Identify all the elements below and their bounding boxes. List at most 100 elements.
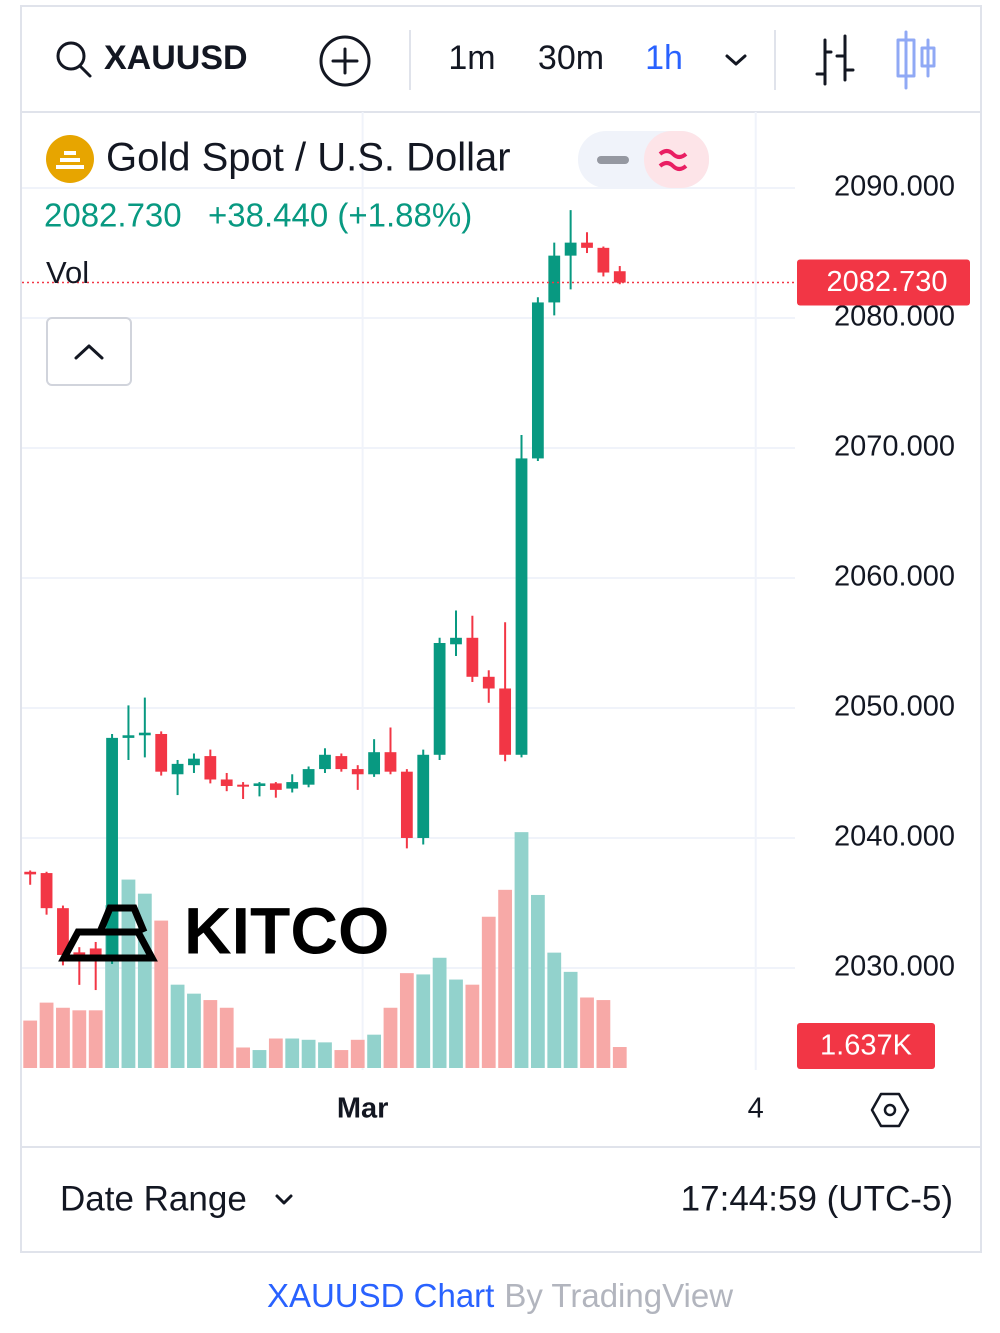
y-tick-label: 2060.000 <box>834 561 955 593</box>
footer: XAUUSD Chart By TradingView <box>267 1277 733 1314</box>
date-range[interactable]: Date Range <box>60 1179 247 1218</box>
volume-bar <box>170 984 185 1068</box>
candle-body <box>515 458 528 755</box>
candle-body <box>302 769 315 785</box>
candle-body <box>597 247 610 273</box>
volume-bar <box>121 879 136 1068</box>
candle-body <box>269 783 282 790</box>
candle-body <box>253 783 266 786</box>
candle-body <box>613 271 626 283</box>
collapse-icon <box>74 344 104 360</box>
candle-body <box>106 737 118 961</box>
volume-bar <box>88 1010 103 1068</box>
last-price-label: 2082.730 <box>827 266 948 298</box>
candle-body <box>155 733 168 772</box>
candle-body <box>335 756 348 770</box>
volume-bar <box>236 1047 250 1068</box>
candle-body <box>450 637 462 645</box>
volume-bar <box>350 1039 365 1068</box>
volume-bar <box>530 894 545 1068</box>
volume-bar <box>416 974 431 1068</box>
volume-bar <box>580 997 594 1068</box>
symbol[interactable]: XAUUSD <box>104 39 248 77</box>
candle-body <box>171 763 184 775</box>
search-icon <box>78 64 92 78</box>
candle-body <box>417 754 430 838</box>
volume-bar <box>23 1020 38 1068</box>
candle-body <box>466 637 479 677</box>
settings-icon[interactable] <box>870 1092 910 1128</box>
volume-bar <box>498 889 513 1068</box>
candle-body <box>433 642 446 755</box>
volume-bar <box>596 1000 611 1068</box>
candle-body <box>24 871 37 875</box>
candle-body <box>204 756 217 780</box>
instrument-name: Gold Spot / U.S. Dollar <box>106 136 511 180</box>
interval[interactable]: 30m <box>538 39 604 77</box>
candle-body <box>220 779 233 786</box>
candle-body <box>564 242 577 256</box>
candle-body <box>400 771 413 838</box>
dropdown-icon[interactable] <box>725 54 747 66</box>
y-tick-label: 2040.000 <box>834 821 955 853</box>
last-price: 2082.730 <box>44 197 182 234</box>
interval[interactable]: 1m <box>448 39 495 77</box>
candle-body <box>57 908 69 955</box>
add-icon <box>331 47 359 75</box>
volume-bar <box>72 1010 87 1068</box>
volume-bar <box>383 1007 398 1068</box>
candle-body <box>548 255 561 303</box>
candle-body <box>138 732 151 736</box>
collapse-button[interactable] <box>46 317 132 386</box>
y-tick-label: 2050.000 <box>834 691 955 723</box>
volume-bar <box>39 1002 54 1068</box>
toggle-icon <box>658 149 688 171</box>
footer-by: By TradingView <box>504 1277 733 1314</box>
candle-body <box>581 242 593 248</box>
volume-bar <box>318 1042 332 1068</box>
candles-icon[interactable] <box>896 30 936 90</box>
footer-link[interactable]: XAUUSD Chart <box>267 1277 494 1314</box>
bars-icon[interactable] <box>815 34 855 86</box>
settings-icon <box>883 1103 897 1117</box>
volume-bar <box>367 1034 382 1068</box>
volume-last-box <box>797 1023 935 1069</box>
toggle-active[interactable] <box>644 131 709 188</box>
candle-body <box>482 676 495 689</box>
volume-bar <box>465 984 480 1068</box>
clock: 17:44:59 (UTC-5) <box>681 1179 953 1218</box>
volume-bar <box>514 832 529 1068</box>
volume-last-label: 1.637K <box>820 1030 913 1062</box>
y-tick-label: 2080.000 <box>834 301 955 333</box>
volume-bar <box>449 979 463 1068</box>
candle-body <box>319 754 331 770</box>
volume-bar <box>252 1050 267 1068</box>
volume-legend: Vol <box>46 255 89 290</box>
candle-body <box>286 782 299 789</box>
x-tick-label: 4 <box>748 1093 764 1125</box>
y-tick-label: 2030.000 <box>834 951 955 983</box>
candle-body <box>351 769 364 775</box>
plot: 2030.000 2040.000 2050.000 2060.000 2070.000… <box>22 112 970 1125</box>
volume-bar <box>481 916 496 1068</box>
volume-bar <box>432 957 447 1068</box>
volume-bar <box>563 971 578 1068</box>
volume-bar <box>56 1007 70 1068</box>
volume-bar <box>301 1039 316 1068</box>
interval-active[interactable]: 1h <box>645 39 683 77</box>
x-tick-label: Mar <box>337 1093 389 1125</box>
y-tick-label: 2070.000 <box>834 431 955 463</box>
logo-icon <box>58 904 158 962</box>
candle-body <box>40 873 53 909</box>
volume-bar <box>399 973 414 1068</box>
price-change: +38.440 (+1.88%) <box>208 197 472 234</box>
search-icon[interactable] <box>56 41 86 71</box>
volume-bar <box>203 1000 218 1068</box>
volume-bar <box>334 1050 349 1068</box>
candle-body <box>188 758 200 766</box>
add-icon[interactable] <box>319 35 371 87</box>
candle-body <box>384 752 397 772</box>
dropdown-icon[interactable] <box>275 1194 293 1205</box>
logo: KITCO <box>184 893 389 967</box>
